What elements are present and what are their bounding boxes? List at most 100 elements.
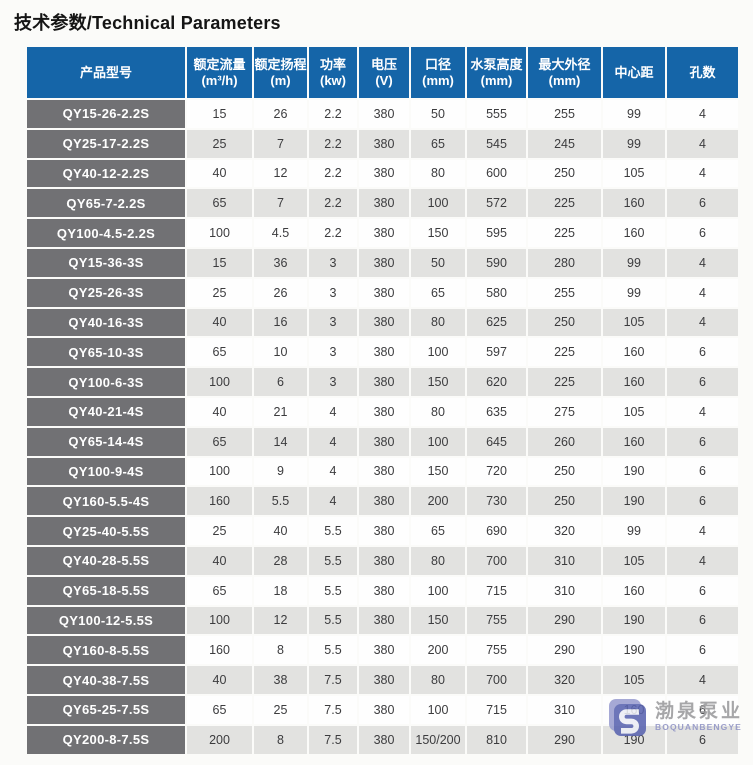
value-cell: 5.5 <box>309 606 357 635</box>
value-cell: 7.5 <box>309 695 357 724</box>
value-cell: 100 <box>411 695 465 724</box>
value-cell: 65 <box>411 517 465 545</box>
value-cell: 380 <box>359 725 409 754</box>
value-cell: 6 <box>667 427 738 456</box>
col-header-unit: (V) <box>375 72 393 88</box>
value-cell: 250 <box>528 308 601 337</box>
value-cell: 310 <box>528 546 601 575</box>
value-cell: 380 <box>359 427 409 456</box>
value-cell: 8 <box>254 636 307 665</box>
value-cell: 6 <box>667 725 738 754</box>
product-model-cell: QY40-38-7.5S <box>27 666 185 694</box>
col-header-center-distance: 中心距 <box>603 47 665 98</box>
value-cell: 5.5 <box>309 546 357 575</box>
col-header-label: 功率 <box>319 56 346 72</box>
product-model-cell: QY15-26-2.2S <box>27 100 185 128</box>
value-cell: 150 <box>411 368 465 396</box>
value-cell: 6 <box>667 487 738 516</box>
value-cell: 310 <box>528 695 601 724</box>
value-cell: 150/200 <box>411 725 465 754</box>
product-model-cell: QY25-17-2.2S <box>27 129 185 158</box>
value-cell: 160 <box>603 338 665 367</box>
value-cell: 4 <box>667 248 738 277</box>
value-cell: 160 <box>603 189 665 218</box>
value-cell: 6 <box>667 695 738 724</box>
value-cell: 15 <box>187 248 252 277</box>
value-cell: 99 <box>603 129 665 158</box>
table-row: QY160-5.5-4S 160 5.5 4 380 200 730 250 190 6 <box>27 487 738 516</box>
value-cell: 700 <box>467 666 526 694</box>
value-cell: 380 <box>359 546 409 575</box>
value-cell: 380 <box>359 248 409 277</box>
value-cell: 755 <box>467 606 526 635</box>
value-cell: 690 <box>467 517 526 545</box>
value-cell: 6 <box>667 338 738 367</box>
value-cell: 80 <box>411 397 465 426</box>
table-row: QY25-40-5.5S 25 40 5.5 380 65 690 320 99 4 <box>27 517 738 545</box>
value-cell: 6 <box>667 368 738 396</box>
value-cell: 645 <box>467 427 526 456</box>
col-header-hole-count: 孔数 <box>667 47 738 98</box>
col-header-model: 产品型号 <box>27 47 185 98</box>
value-cell: 380 <box>359 189 409 218</box>
col-header-rated-flow: 额定流量 (m³/h) <box>187 47 252 98</box>
value-cell: 250 <box>528 487 601 516</box>
value-cell: 7 <box>254 129 307 158</box>
value-cell: 572 <box>467 189 526 218</box>
value-cell: 380 <box>359 457 409 486</box>
value-cell: 65 <box>187 189 252 218</box>
value-cell: 635 <box>467 397 526 426</box>
value-cell: 380 <box>359 308 409 337</box>
value-cell: 755 <box>467 636 526 665</box>
value-cell: 26 <box>254 278 307 307</box>
table-header: 产品型号 额定流量 (m³/h) 额定扬程 (m) 功率 (kw) 电压 (V) 口径(… <box>27 47 738 98</box>
value-cell: 380 <box>359 129 409 158</box>
product-model-cell: QY65-14-4S <box>27 427 185 456</box>
value-cell: 260 <box>528 427 601 456</box>
value-cell: 380 <box>359 695 409 724</box>
col-header-unit: (kw) <box>320 72 346 88</box>
value-cell: 99 <box>603 248 665 277</box>
value-cell: 380 <box>359 666 409 694</box>
value-cell: 380 <box>359 338 409 367</box>
value-cell: 100 <box>187 606 252 635</box>
product-model-cell: QY160-8-5.5S <box>27 636 185 665</box>
value-cell: 25 <box>254 695 307 724</box>
value-cell: 380 <box>359 219 409 247</box>
table-row: QY100-12-5.5S 100 12 5.5 380 150 755 290 190 6 <box>27 606 738 635</box>
value-cell: 80 <box>411 546 465 575</box>
value-cell: 380 <box>359 100 409 128</box>
value-cell: 100 <box>411 427 465 456</box>
value-cell: 80 <box>411 666 465 694</box>
product-model-cell: QY40-16-3S <box>27 308 185 337</box>
table-row: QY65-7-2.2S 65 7 2.2 380 100 572 225 160 6 <box>27 189 738 218</box>
table-row: QY65-14-4S 65 14 4 380 100 645 260 160 6 <box>27 427 738 456</box>
value-cell: 150 <box>411 606 465 635</box>
value-cell: 160 <box>603 219 665 247</box>
value-cell: 12 <box>254 606 307 635</box>
value-cell: 160 <box>603 695 665 724</box>
value-cell: 4 <box>309 487 357 516</box>
value-cell: 100 <box>411 189 465 218</box>
value-cell: 6 <box>667 576 738 605</box>
value-cell: 160 <box>603 576 665 605</box>
value-cell: 4 <box>667 517 738 545</box>
value-cell: 36 <box>254 248 307 277</box>
value-cell: 320 <box>528 517 601 545</box>
col-header-rated-head: 额定扬程 (m) <box>254 47 307 98</box>
table-row: QY25-26-3S 25 26 3 380 65 580 255 99 4 <box>27 278 738 307</box>
product-model-cell: QY65-7-2.2S <box>27 189 185 218</box>
value-cell: 65 <box>411 278 465 307</box>
value-cell: 5.5 <box>254 487 307 516</box>
value-cell: 3 <box>309 368 357 396</box>
value-cell: 40 <box>187 159 252 188</box>
value-cell: 6 <box>667 606 738 635</box>
value-cell: 2.2 <box>309 189 357 218</box>
value-cell: 625 <box>467 308 526 337</box>
col-header-label: 额定扬程 <box>254 56 307 72</box>
product-model-cell: QY100-4.5-2.2S <box>27 219 185 247</box>
value-cell: 12 <box>254 159 307 188</box>
value-cell: 40 <box>187 397 252 426</box>
value-cell: 190 <box>603 457 665 486</box>
value-cell: 380 <box>359 606 409 635</box>
